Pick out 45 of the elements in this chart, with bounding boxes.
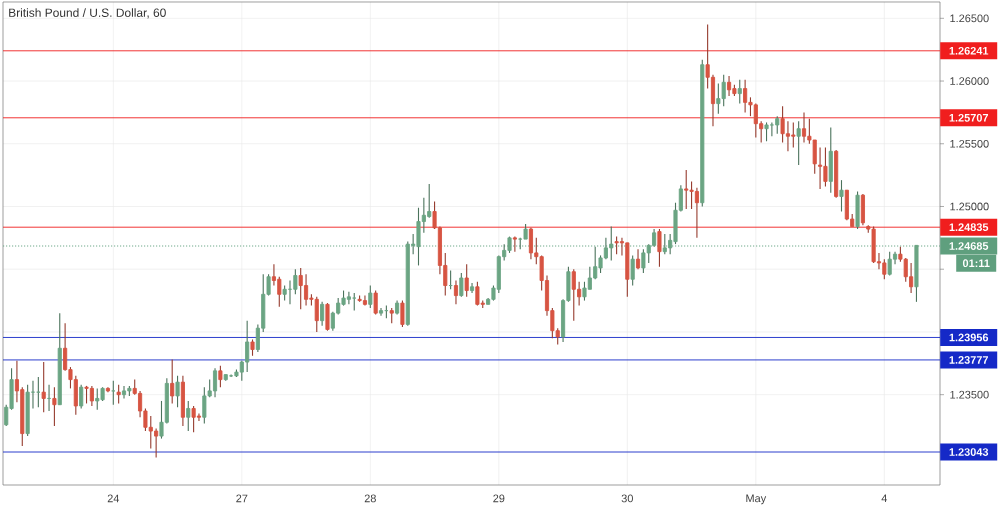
y-tick-label: 1.23500 — [950, 390, 989, 399]
y-tick-label: 1.25500 — [950, 139, 989, 148]
x-tick-label: 24 — [107, 494, 120, 503]
candlestick — [453, 279, 459, 305]
x-tick-label: 30 — [621, 494, 633, 503]
candlestick — [796, 120, 801, 166]
candlestick — [459, 272, 464, 298]
candlestick — [116, 384, 121, 404]
ref-line-label: 1.24835 — [949, 223, 989, 232]
candlestick — [52, 386, 57, 427]
candlestick — [79, 384, 84, 410]
candlestick — [368, 284, 373, 309]
chart-title: British Pound / U.S. Dollar, 60 — [9, 8, 166, 19]
candlestick — [186, 400, 191, 432]
text: 01:11 — [962, 259, 990, 268]
ref-line-label: 1.26241 — [949, 46, 989, 55]
candlestick — [41, 361, 46, 413]
candlestick — [512, 236, 517, 253]
candlestick — [218, 365, 223, 388]
y-tick-label: 1.26500 — [950, 14, 989, 23]
candlestick — [378, 307, 384, 317]
candlestick — [111, 380, 116, 406]
candlestick — [400, 300, 405, 328]
candlestick — [320, 301, 325, 327]
y-tick-label: 1.26000 — [950, 77, 989, 85]
candlestick — [464, 263, 469, 298]
ref-line-label: 1.23956 — [949, 333, 989, 342]
ref-line-label: 1.23043 — [949, 448, 989, 456]
candlestick — [737, 79, 742, 105]
ref-line-label: 1.24685 — [949, 242, 989, 250]
ref-line-label: 1.25707 — [949, 113, 989, 122]
candlestick — [764, 121, 769, 142]
candlestick — [175, 375, 180, 408]
candlestick — [469, 282, 475, 294]
x-tick-label: 27 — [236, 494, 248, 503]
x-tick-label: 28 — [364, 494, 376, 503]
candlestick — [839, 179, 844, 213]
x-tick-label: May — [746, 494, 767, 505]
x-tick-label: 29 — [493, 494, 505, 503]
candlestick — [170, 358, 175, 404]
candlestick — [630, 254, 635, 287]
x-tick-label: 4 — [881, 494, 888, 503]
ref-line-label: 1.23777 — [949, 356, 989, 364]
y-tick-label: 1.25000 — [950, 202, 989, 211]
candlestick — [657, 228, 662, 268]
